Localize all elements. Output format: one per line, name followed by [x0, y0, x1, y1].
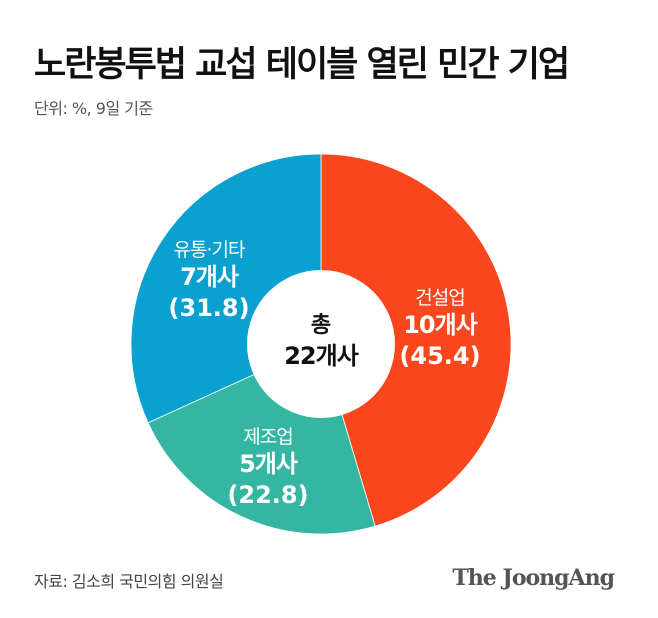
- publisher-logo: The JoongAng: [452, 565, 615, 591]
- center-total-label: 총: [310, 313, 332, 338]
- slice-percent: (22.8): [227, 481, 309, 509]
- donut-slice: [320, 153, 512, 527]
- slice-percent: (45.4): [399, 342, 481, 370]
- slice-name: 유통·기타: [173, 239, 246, 261]
- chart-title: 노란봉투법 교섭 테이블 열린 민간 기업: [34, 45, 570, 85]
- chart-subtitle: 단위: %, 9일 기준: [34, 99, 153, 118]
- slice-label-retail: 유통·기타 7개사 (31.8): [168, 238, 249, 324]
- slice-name: 제조업: [243, 426, 293, 448]
- slice-name: 건설업: [415, 287, 465, 309]
- slice-count: 10개사: [403, 311, 478, 339]
- donut-hole: [247, 270, 395, 418]
- donut-center-label: 총 22개사: [284, 312, 359, 372]
- source-note: 자료: 김소희 국민의힘 의원실: [34, 572, 224, 591]
- slice-count: 5개사: [239, 450, 298, 478]
- slice-count: 7개사: [180, 263, 239, 291]
- slice-label-construction: 건설업 10개사 (45.4): [399, 286, 480, 372]
- center-total-value: 22개사: [284, 342, 359, 370]
- slice-percent: (31.8): [168, 294, 250, 322]
- slice-label-manufacturing: 제조업 5개사 (22.8): [227, 425, 308, 511]
